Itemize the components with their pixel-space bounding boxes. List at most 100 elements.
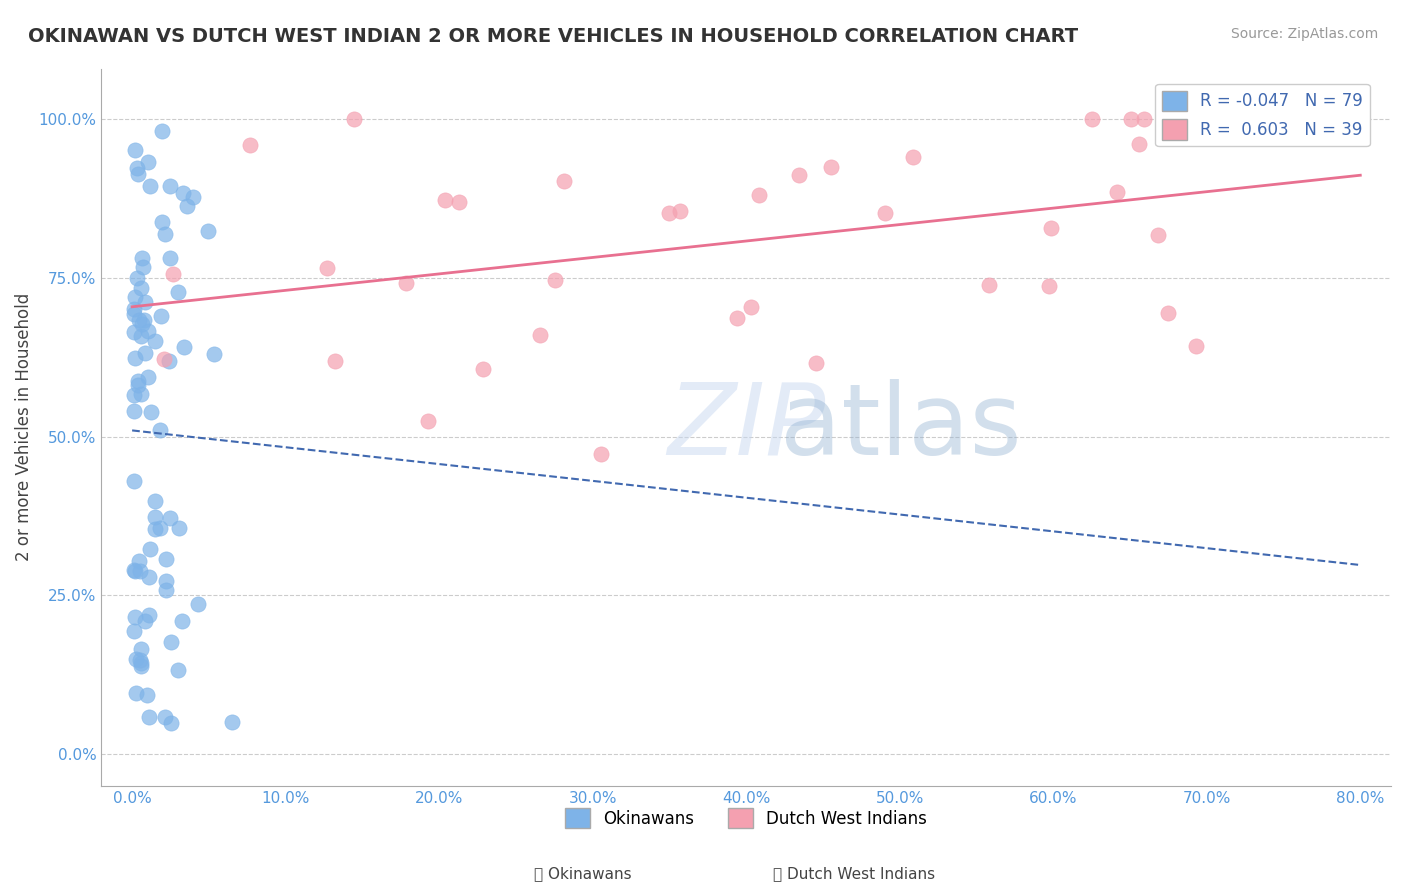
Point xyxy=(124,351,146,366)
Point xyxy=(166,663,188,677)
Point xyxy=(155,583,177,598)
Point xyxy=(159,251,181,265)
Point xyxy=(176,199,198,213)
Point xyxy=(1105,186,1128,200)
Point xyxy=(134,313,156,327)
Point xyxy=(153,351,176,366)
Point xyxy=(1081,112,1104,127)
Point xyxy=(160,716,183,731)
Point xyxy=(138,608,160,623)
Point xyxy=(725,310,748,325)
Text: ⬜ Okinawans: ⬜ Okinawans xyxy=(534,867,631,881)
Point xyxy=(1038,279,1060,293)
Point xyxy=(1167,112,1189,127)
Point xyxy=(873,206,896,220)
Point xyxy=(1040,221,1063,235)
Point xyxy=(202,347,225,361)
Point xyxy=(122,563,145,577)
Text: ⬜ Dutch West Indians: ⬜ Dutch West Indians xyxy=(773,867,935,881)
Point xyxy=(139,541,162,556)
Point xyxy=(160,634,183,648)
Point xyxy=(669,203,692,218)
Point xyxy=(239,137,262,152)
Point xyxy=(145,522,167,536)
Point xyxy=(131,260,153,275)
Point xyxy=(197,224,219,238)
Point xyxy=(553,174,575,188)
Point xyxy=(124,686,146,700)
Point xyxy=(134,615,156,629)
Point xyxy=(529,328,551,343)
Point xyxy=(1195,131,1218,145)
Point xyxy=(1128,137,1150,152)
Text: Source: ZipAtlas.com: Source: ZipAtlas.com xyxy=(1230,27,1378,41)
Point xyxy=(129,641,152,656)
Text: ZIP: ZIP xyxy=(666,378,825,475)
Point xyxy=(125,270,148,285)
Point xyxy=(395,276,418,290)
Point xyxy=(162,267,184,281)
Point xyxy=(167,285,190,300)
Point xyxy=(979,278,1001,293)
Point xyxy=(153,227,176,241)
Point xyxy=(134,295,156,310)
Point xyxy=(122,388,145,402)
Point xyxy=(149,310,172,324)
Point xyxy=(433,194,456,208)
Point xyxy=(544,272,567,286)
Point xyxy=(187,597,209,611)
Y-axis label: 2 or more Vehicles in Household: 2 or more Vehicles in Household xyxy=(15,293,32,561)
Point xyxy=(1160,112,1182,127)
Point xyxy=(1147,227,1170,242)
Point xyxy=(153,709,176,723)
Point xyxy=(131,317,153,331)
Point xyxy=(134,346,156,360)
Point xyxy=(129,653,152,667)
Point xyxy=(1132,112,1154,127)
Point xyxy=(159,178,181,193)
Point xyxy=(135,688,157,702)
Point xyxy=(155,574,177,588)
Point xyxy=(127,374,149,388)
Point xyxy=(804,356,827,370)
Legend: Okinawans, Dutch West Indians: Okinawans, Dutch West Indians xyxy=(558,801,934,835)
Point xyxy=(181,189,204,203)
Point xyxy=(787,168,810,182)
Point xyxy=(125,652,148,666)
Point xyxy=(173,186,195,200)
Point xyxy=(122,301,145,316)
Point xyxy=(129,280,152,294)
Point xyxy=(172,614,194,628)
Point xyxy=(658,206,681,220)
Point xyxy=(740,300,762,314)
Point xyxy=(343,112,366,127)
Point xyxy=(131,329,153,343)
Point xyxy=(138,570,160,584)
Point xyxy=(159,510,181,524)
Point xyxy=(129,564,152,578)
Point xyxy=(128,553,150,567)
Point xyxy=(128,312,150,326)
Point xyxy=(138,155,160,169)
Point xyxy=(122,307,145,321)
Point xyxy=(143,493,166,508)
Text: atlas: atlas xyxy=(780,378,1022,475)
Point xyxy=(418,414,440,428)
Point xyxy=(138,710,160,724)
Point xyxy=(129,387,152,401)
Point xyxy=(901,151,924,165)
Point xyxy=(820,160,842,174)
Point xyxy=(748,187,770,202)
Point xyxy=(129,659,152,673)
Point xyxy=(127,167,149,181)
Point xyxy=(127,161,149,175)
Point xyxy=(124,610,146,624)
Point xyxy=(155,552,177,566)
Point xyxy=(122,624,145,639)
Point xyxy=(145,510,167,524)
Point xyxy=(122,325,145,339)
Point xyxy=(1157,305,1180,319)
Point xyxy=(221,714,243,729)
Point xyxy=(124,290,146,304)
Point xyxy=(124,143,146,157)
